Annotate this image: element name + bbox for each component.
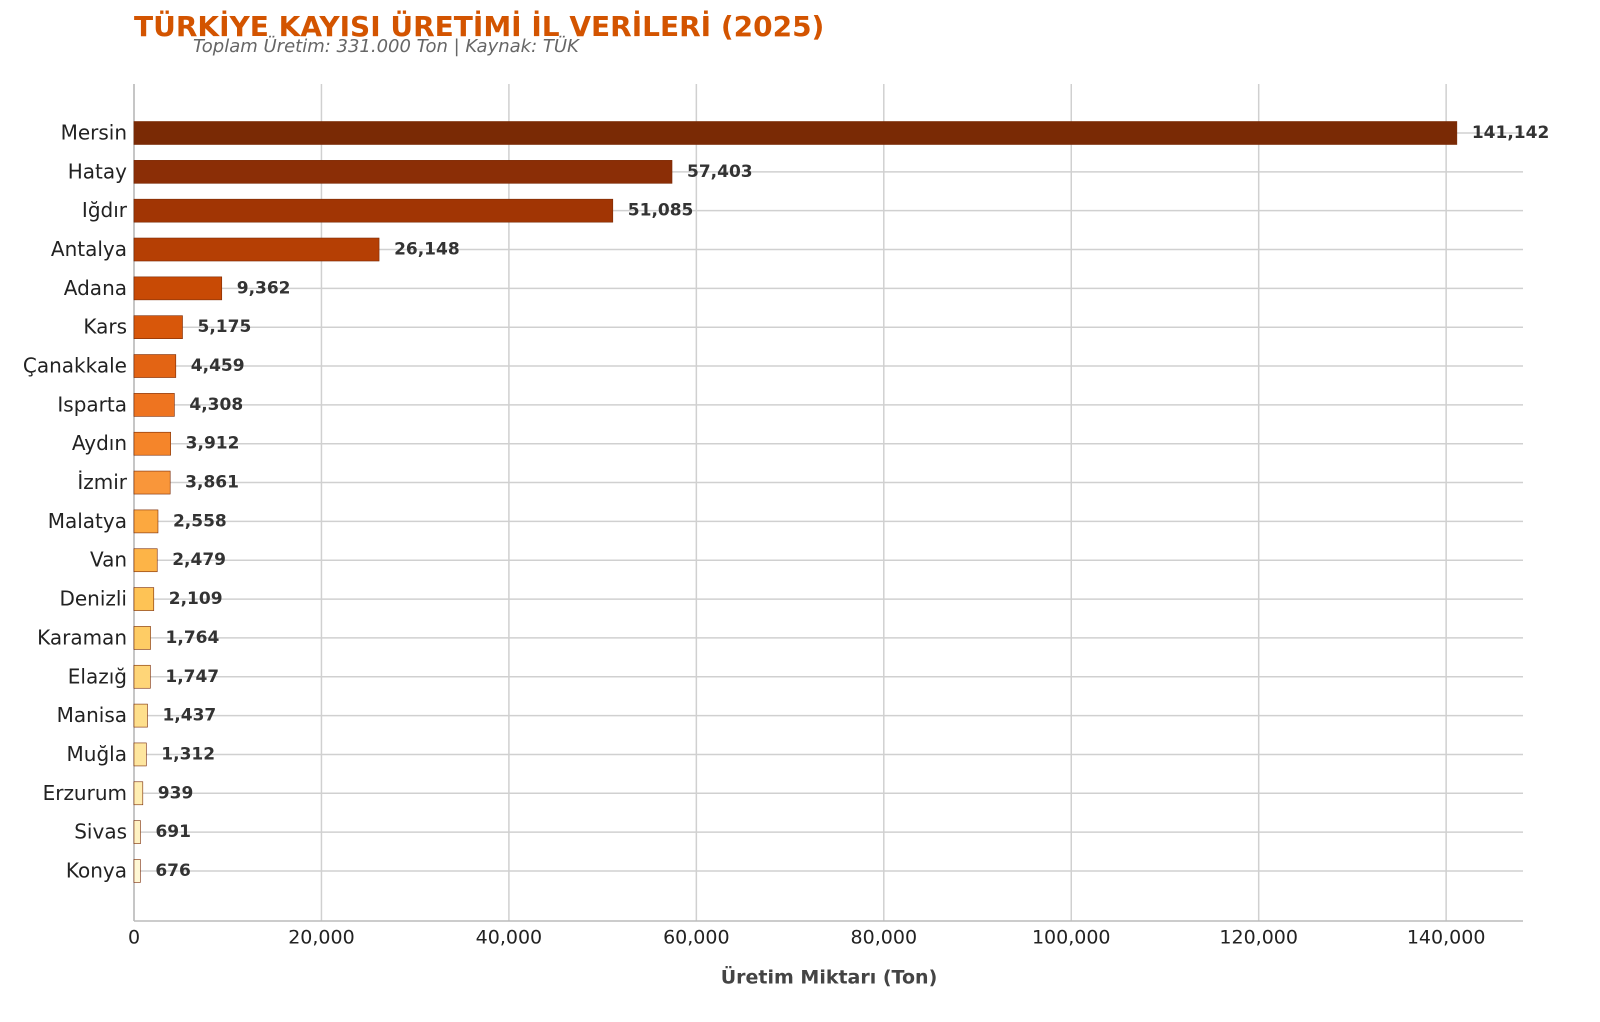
- y-tick-label: Muğla: [67, 742, 127, 766]
- bar: [133, 431, 171, 456]
- x-tick-label: 0: [128, 927, 140, 949]
- x-axis-label: Üretim Miktarı (Ton): [721, 965, 938, 989]
- y-tick-label: Sivas: [74, 820, 127, 844]
- value-label: 676: [155, 861, 191, 881]
- bar: [133, 781, 144, 806]
- y-tick-label: Isparta: [57, 392, 127, 416]
- value-label: 4,459: [191, 356, 245, 376]
- bar: [133, 121, 1458, 145]
- y-tick-label: İzmir: [77, 470, 127, 494]
- y-tick-label: Konya: [66, 858, 127, 882]
- value-label: 2,109: [169, 589, 223, 609]
- value-label: 1,437: [162, 706, 216, 726]
- value-label: 2,558: [173, 511, 227, 531]
- y-tick-label: Çanakkale: [23, 354, 127, 378]
- bar: [133, 276, 223, 301]
- value-label: 141,142: [1472, 123, 1549, 143]
- y-tick-label: Iğdır: [82, 198, 128, 222]
- bar: [133, 742, 147, 767]
- bar: [133, 198, 614, 223]
- x-tick-label: 140,000: [1407, 927, 1486, 949]
- y-tick-label: Antalya: [51, 237, 127, 261]
- value-label: 26,148: [394, 240, 460, 260]
- x-tick-label: 120,000: [1219, 927, 1298, 949]
- x-tick-label: 80,000: [851, 927, 917, 949]
- value-label: 51,085: [628, 201, 694, 221]
- bar: [133, 664, 151, 689]
- value-label: 691: [155, 822, 191, 842]
- x-tick-label: 40,000: [476, 927, 542, 949]
- bar: [133, 820, 141, 844]
- bar: [133, 315, 183, 340]
- chart-title: TÜRKİYE KAYISI ÜRETİMİ İL VERİLERİ (2025…: [134, 9, 824, 43]
- y-tick-label: Karaman: [37, 625, 127, 649]
- y-tick-label: Malatya: [48, 509, 127, 533]
- value-label: 4,308: [189, 395, 243, 415]
- value-label: 5,175: [198, 317, 252, 337]
- bar: [133, 237, 380, 262]
- y-tick-label: Hatay: [68, 159, 127, 183]
- bar: [133, 626, 151, 650]
- bar: [133, 354, 177, 378]
- x-tick-label: 60,000: [663, 927, 729, 949]
- value-label: 2,479: [172, 550, 226, 570]
- x-tick-label: 20,000: [288, 927, 354, 949]
- value-label: 3,861: [185, 473, 239, 493]
- bar: [133, 160, 673, 184]
- bar: [133, 470, 171, 495]
- bar: [133, 703, 148, 728]
- bar: [133, 509, 159, 534]
- y-tick-label: Van: [90, 548, 127, 572]
- value-label: 1,747: [165, 667, 219, 687]
- value-label: 1,312: [161, 744, 215, 764]
- y-tick-label: Kars: [83, 315, 127, 339]
- value-label: 1,764: [166, 628, 220, 648]
- chart-subtitle: Toplam Üretim: 331.000 Ton | Kaynak: TÜK: [193, 35, 580, 57]
- y-tick-label: Aydın: [72, 431, 127, 455]
- bar: [133, 587, 155, 611]
- value-label: 939: [158, 783, 194, 803]
- y-tick-label: Erzurum: [43, 781, 127, 805]
- x-tick-label: 100,000: [1032, 927, 1111, 949]
- y-tick-label: Elazığ: [68, 664, 127, 688]
- value-label: 9,362: [237, 278, 291, 298]
- y-tick-label: Manisa: [57, 703, 127, 727]
- bar: [133, 859, 141, 883]
- bar: [133, 393, 175, 417]
- y-tick-label: Denizli: [59, 587, 127, 611]
- value-label: 3,912: [186, 434, 240, 454]
- bar: [133, 548, 158, 573]
- y-tick-label: Adana: [64, 276, 127, 300]
- value-label: 57,403: [687, 162, 753, 182]
- y-tick-label: Mersin: [61, 121, 127, 145]
